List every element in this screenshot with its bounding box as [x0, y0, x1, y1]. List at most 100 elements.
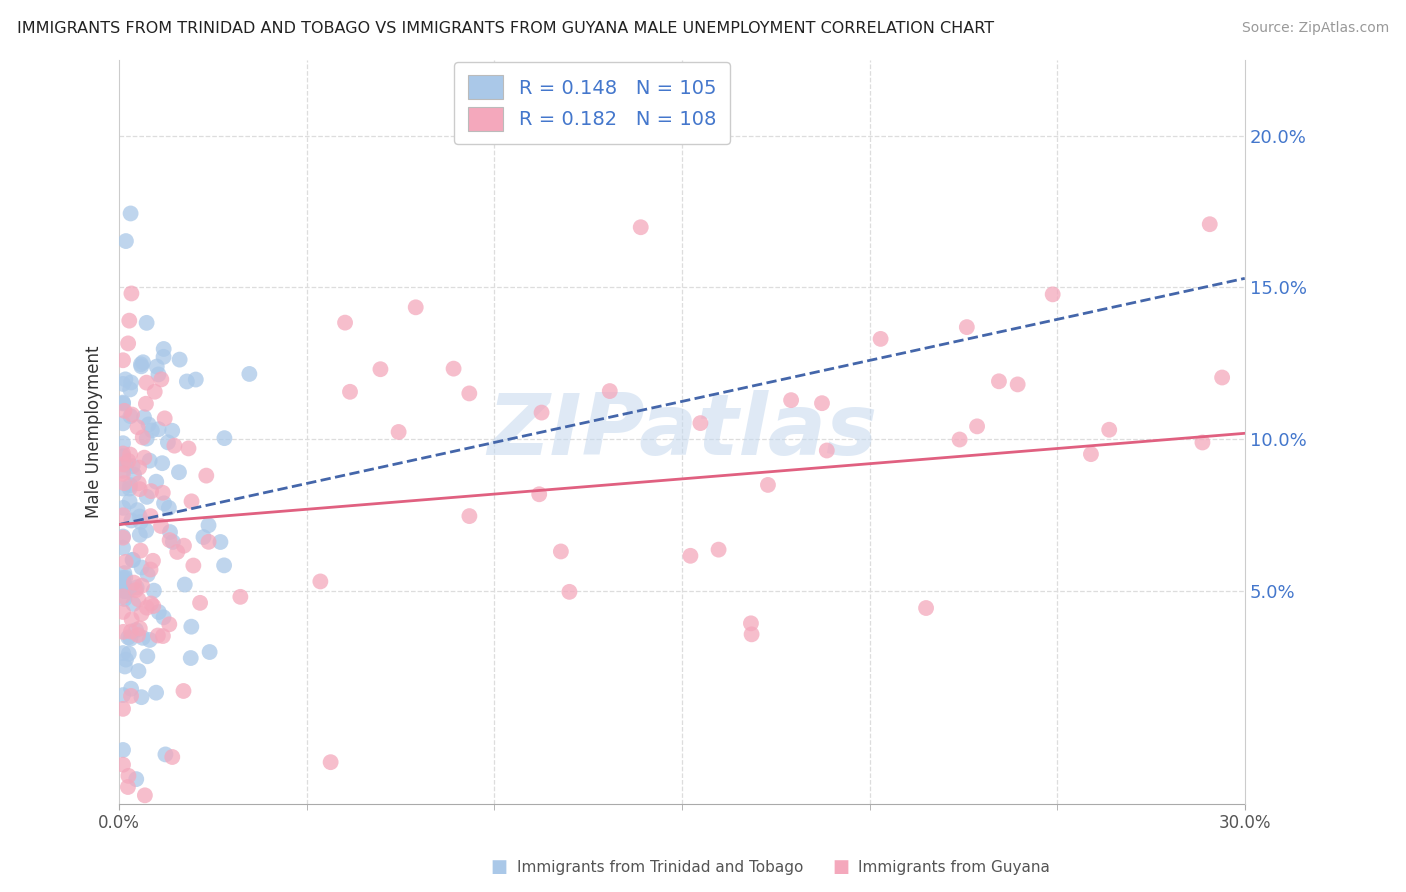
Point — [405, 301, 427, 315]
Point — [143, 384, 166, 399]
Point — [112, 500, 135, 515]
Point — [145, 359, 167, 374]
Point — [115, 234, 138, 248]
Point — [195, 468, 218, 483]
Text: Immigrants from Guyana: Immigrants from Guyana — [858, 861, 1049, 875]
Point — [1080, 447, 1102, 461]
Point — [756, 478, 779, 492]
Point — [122, 597, 145, 611]
Point — [128, 509, 150, 524]
Point — [869, 332, 891, 346]
Text: Source: ZipAtlas.com: Source: ZipAtlas.com — [1241, 21, 1389, 35]
Point — [114, 584, 136, 599]
Point — [197, 518, 219, 533]
Point — [529, 487, 551, 501]
Point — [128, 621, 150, 635]
Point — [198, 645, 221, 659]
Point — [132, 430, 155, 444]
Point — [530, 406, 553, 420]
Point — [132, 355, 155, 369]
Point — [120, 478, 142, 492]
Point — [125, 581, 148, 595]
Point — [309, 574, 332, 589]
Point — [1191, 435, 1213, 450]
Point — [141, 424, 163, 438]
Point — [139, 597, 162, 611]
Point — [118, 482, 141, 496]
Point — [339, 384, 361, 399]
Point — [135, 397, 157, 411]
Point — [122, 575, 145, 590]
Point — [131, 690, 153, 705]
Point — [120, 513, 142, 527]
Point — [111, 581, 134, 595]
Point — [128, 482, 150, 496]
Point — [150, 456, 173, 470]
Point — [811, 396, 834, 410]
Point — [177, 442, 200, 456]
Point — [112, 591, 135, 606]
Point — [142, 583, 165, 598]
Point — [114, 372, 136, 386]
Point — [120, 681, 142, 696]
Text: IMMIGRANTS FROM TRINIDAD AND TOBAGO VS IMMIGRANTS FROM GUYANA MALE UNEMPLOYMENT : IMMIGRANTS FROM TRINIDAD AND TOBAGO VS I… — [17, 21, 994, 36]
Point — [153, 411, 176, 425]
Point — [122, 553, 145, 567]
Point — [114, 659, 136, 673]
Point — [229, 590, 252, 604]
Point — [145, 475, 167, 489]
Point — [131, 607, 153, 621]
Point — [111, 417, 134, 431]
Point — [142, 554, 165, 568]
Point — [112, 449, 135, 463]
Point — [115, 458, 138, 472]
Point — [111, 458, 134, 472]
Point — [139, 484, 162, 499]
Point — [138, 453, 160, 467]
Point — [111, 482, 134, 496]
Point — [987, 374, 1010, 388]
Text: ZIPatlas: ZIPatlas — [486, 391, 877, 474]
Point — [125, 772, 148, 786]
Point — [118, 583, 141, 598]
Point — [173, 539, 195, 553]
Point — [180, 651, 202, 665]
Point — [120, 376, 142, 390]
Point — [111, 395, 134, 409]
Point — [966, 419, 988, 434]
Point — [139, 563, 162, 577]
Point — [1042, 287, 1064, 301]
Point — [111, 464, 134, 478]
Point — [111, 590, 134, 604]
Point — [209, 535, 232, 549]
Point — [1098, 423, 1121, 437]
Point — [197, 534, 219, 549]
Point — [741, 627, 763, 641]
Point — [157, 500, 180, 515]
Point — [176, 375, 198, 389]
Y-axis label: Male Unemployment: Male Unemployment — [86, 345, 103, 518]
Point — [120, 409, 142, 424]
Point — [111, 376, 134, 391]
Point — [152, 610, 174, 624]
Point — [159, 533, 181, 548]
Point — [132, 631, 155, 645]
Point — [118, 494, 141, 508]
Point — [118, 313, 141, 327]
Point — [166, 545, 188, 559]
Point — [183, 558, 205, 573]
Point — [122, 467, 145, 482]
Point — [150, 372, 173, 386]
Point — [127, 420, 149, 434]
Point — [162, 750, 184, 764]
Point — [112, 624, 135, 639]
Point — [111, 396, 134, 410]
Point — [128, 476, 150, 491]
Point — [111, 446, 134, 460]
Point — [120, 448, 142, 462]
Point — [111, 436, 134, 450]
Point — [128, 460, 150, 475]
Point — [157, 617, 180, 632]
Point — [117, 454, 139, 468]
Point — [112, 584, 135, 599]
